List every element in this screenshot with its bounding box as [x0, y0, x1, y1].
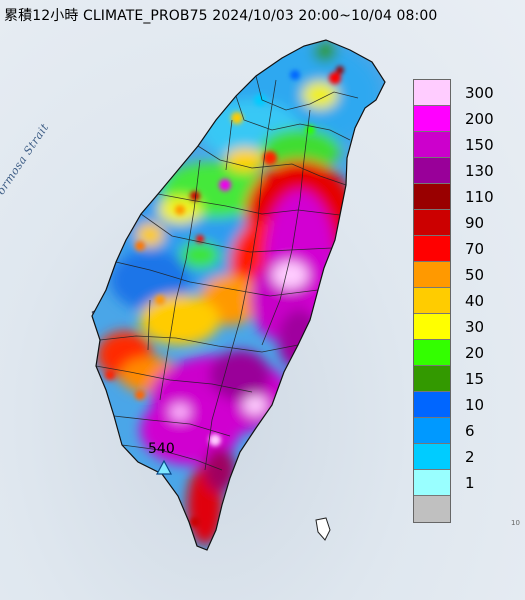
rainfall-field: [92, 40, 385, 550]
legend-tick-label: 20: [465, 344, 485, 362]
legend-tick-label: 150: [465, 136, 494, 154]
legend-tick-label: 300: [465, 84, 494, 102]
legend-swatch: [414, 314, 450, 340]
legend-tick-label: 10: [465, 396, 485, 414]
legend-tick-label: 40: [465, 292, 485, 310]
legend-tick-label: 30: [465, 318, 485, 336]
rainfall-legend: [413, 79, 451, 523]
legend-tick-label: 50: [465, 266, 485, 284]
legend-tick-label: 200: [465, 110, 494, 128]
legend-tick-label: 110: [465, 188, 494, 206]
legend-swatch: [414, 392, 450, 418]
legend-swatch: [414, 236, 450, 262]
legend-swatch: [414, 132, 450, 158]
legend-swatch: [414, 366, 450, 392]
legend-tick-label: 130: [465, 162, 494, 180]
green-island-shape: [315, 517, 331, 541]
legend-swatch: [414, 418, 450, 444]
legend-swatch: [414, 106, 450, 132]
map-title: 累積12小時 CLIMATE_PROB75 2024/10/03 20:00~1…: [4, 8, 438, 24]
triangle-station-icon: [155, 459, 173, 475]
legend-swatch: [414, 288, 450, 314]
legend-swatch: [414, 158, 450, 184]
legend-swatch: [414, 496, 450, 522]
legend-tick-label: 90: [465, 214, 485, 232]
legend-tick-label: 1: [465, 474, 475, 492]
legend-swatch: [414, 444, 450, 470]
legend-tick-label: 2: [465, 448, 475, 466]
legend-swatch: [414, 210, 450, 236]
corner-mark: 10: [511, 519, 520, 527]
taiwan-coastline: [91, 39, 386, 551]
peak-rainfall-value: 540: [148, 441, 175, 457]
legend-swatch: [414, 184, 450, 210]
legend-swatch: [414, 80, 450, 106]
legend-tick-label: 70: [465, 240, 485, 258]
legend-tick-label: 15: [465, 370, 485, 388]
district-boundaries: [95, 75, 359, 471]
legend-swatch: [414, 470, 450, 496]
legend-tick-label: 6: [465, 422, 475, 440]
legend-swatch: [414, 262, 450, 288]
legend-swatch: [414, 340, 450, 366]
